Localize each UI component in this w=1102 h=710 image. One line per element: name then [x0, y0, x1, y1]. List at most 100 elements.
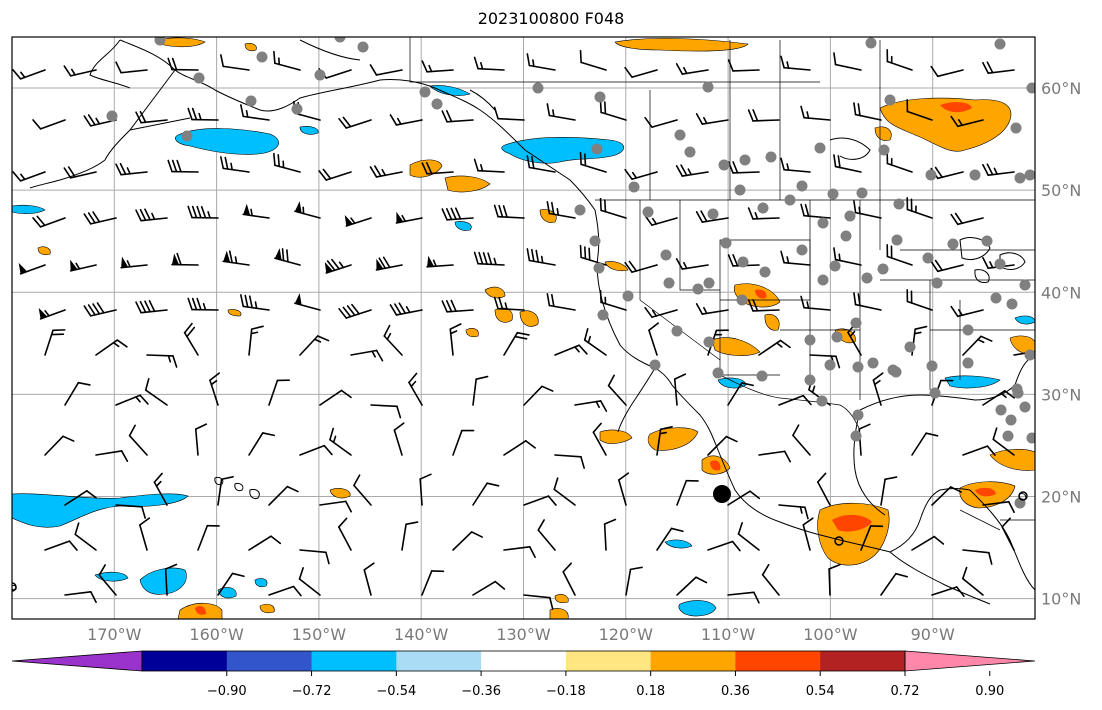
colorbar-segment — [565, 651, 652, 671]
station-dot — [692, 283, 704, 295]
colorbar-segment — [142, 651, 228, 671]
negative-shade-region — [217, 587, 237, 599]
station-dot — [925, 169, 937, 181]
wind-barb — [274, 248, 301, 266]
positive-shade-region — [879, 97, 1012, 152]
wind-barb — [886, 49, 913, 71]
positive-shade-region — [259, 603, 275, 614]
wind-barb — [758, 450, 792, 463]
station-dot — [1002, 430, 1014, 442]
wind-barb — [860, 525, 884, 551]
colorbar-tick-label: −0.72 — [292, 684, 332, 699]
wind-barb — [242, 203, 270, 219]
station-dot — [594, 91, 606, 103]
wind-barb — [747, 207, 780, 220]
wind-barb — [324, 258, 352, 274]
station-dot — [867, 357, 879, 369]
hollow-circle-marker — [834, 536, 844, 546]
wind-barb — [707, 435, 738, 456]
lon-tick-label: 120°W — [599, 625, 654, 644]
wind-barb — [853, 102, 882, 121]
positive-shade-region — [549, 608, 569, 619]
wind-barb — [268, 379, 290, 406]
wind-barb — [906, 99, 933, 121]
wind-barb — [747, 109, 780, 122]
wind-barb — [128, 424, 148, 456]
wind-barb — [950, 212, 984, 226]
lon-tick-label: 110°W — [701, 625, 756, 644]
wind-barb — [187, 107, 219, 121]
wind-barb — [472, 482, 500, 506]
station-dot — [969, 169, 981, 181]
station-dot — [852, 361, 864, 373]
wind-barb — [473, 251, 505, 266]
station-dot — [829, 260, 841, 272]
station-dot — [663, 277, 675, 289]
strong-positive-region — [975, 487, 996, 497]
wind-barb — [299, 444, 333, 456]
wind-barb — [727, 490, 761, 506]
longitude-labels: 170°W 160°W 150°W 140°W 130°W 120°W 110°W 100°W… — [87, 625, 955, 644]
hollow-circle-marker — [1018, 491, 1028, 501]
station-dot — [256, 51, 268, 63]
station-dot — [593, 262, 605, 274]
wind-barb — [574, 400, 608, 412]
wind-barb — [493, 106, 525, 121]
wind-barb — [329, 427, 352, 456]
wind-barb — [673, 373, 687, 406]
station-dot — [891, 234, 903, 246]
positive-shade-region — [484, 286, 506, 299]
positive-shade-region — [159, 37, 206, 48]
colorbar-high-extend — [904, 650, 1036, 672]
station-dot — [877, 263, 889, 275]
wind-barb — [607, 374, 627, 406]
wind-barb — [63, 166, 97, 179]
station-dot — [1024, 349, 1035, 361]
wind-barb — [911, 535, 945, 551]
negative-shade-region — [12, 204, 46, 214]
station-dot — [193, 72, 205, 84]
wind-barb — [64, 591, 97, 604]
station-dot — [739, 154, 751, 166]
wind-barb — [503, 331, 530, 356]
wind-barb — [880, 476, 898, 506]
wind-barb — [268, 485, 299, 506]
station-dot — [106, 110, 118, 122]
station-dot — [703, 336, 715, 348]
wind-barb — [727, 382, 755, 406]
station-dot — [628, 181, 640, 193]
colorbar-segment — [396, 651, 482, 671]
wind-barb — [546, 201, 576, 219]
negative-shade-region — [678, 600, 717, 617]
wind-barb — [599, 99, 627, 121]
wind-barb — [523, 385, 554, 406]
negative-shade-region — [299, 126, 319, 135]
wind-barb — [707, 540, 741, 552]
positive-shade-region — [465, 328, 479, 338]
station-dot — [904, 341, 916, 353]
wind-barb — [83, 211, 117, 225]
station-dot — [796, 180, 808, 192]
wind-barb — [338, 303, 372, 319]
wind-barb — [473, 158, 505, 173]
station-dot — [718, 159, 730, 171]
station-dot — [1026, 82, 1035, 94]
wind-barb — [353, 474, 372, 506]
wind-barb — [69, 259, 97, 272]
wind-barb — [369, 165, 403, 178]
station-dot — [431, 98, 443, 110]
colorbar-tick-label: −0.36 — [461, 684, 501, 699]
wind-barb — [74, 522, 97, 551]
wind-barb — [44, 540, 78, 551]
wind-barb — [747, 299, 780, 312]
wind-barb — [240, 104, 270, 121]
negative-shade-region — [254, 578, 268, 588]
wind-barb — [419, 473, 432, 506]
wind-barb — [579, 49, 607, 71]
wind-barb — [273, 50, 301, 71]
wind-barb — [624, 168, 658, 180]
negative-shade-region — [664, 539, 693, 549]
station-dot — [850, 317, 862, 329]
wind-barb — [298, 567, 321, 596]
lat-tick-label: 60°N — [1041, 79, 1081, 98]
